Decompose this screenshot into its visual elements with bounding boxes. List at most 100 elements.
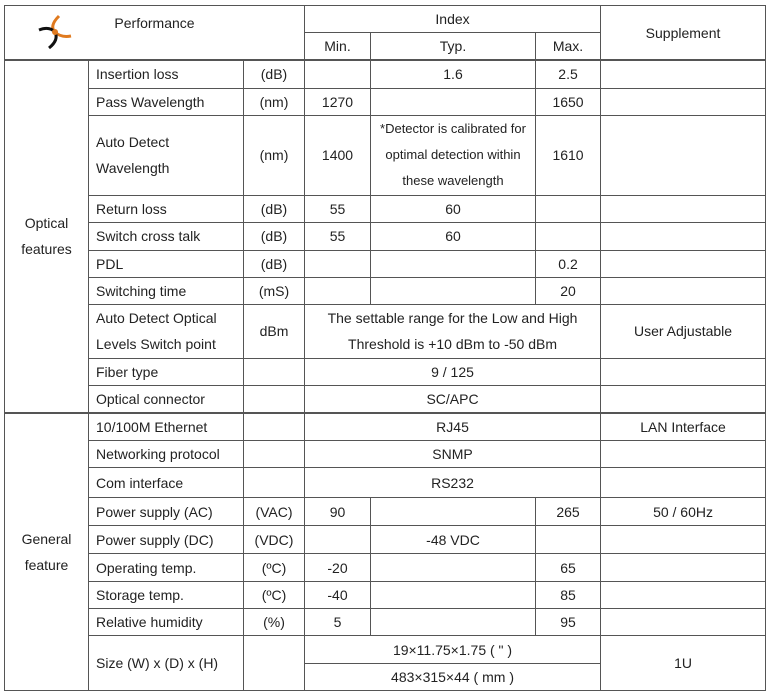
table-row: Com interface RS232 (5, 467, 767, 498)
table-row: Switch cross talk (dB) 55 60 (5, 221, 767, 251)
spec-value: 9 / 125 (303, 357, 602, 386)
spec-unit (243, 467, 305, 498)
spec-unit: (nm) (243, 114, 305, 196)
spec-typ: 60 (370, 221, 536, 251)
spec-unit: (ºC) (243, 581, 305, 609)
spec-supplement (600, 59, 767, 89)
table-row: Return loss (dB) 55 60 (5, 194, 767, 223)
table-row: Optical connector SC/APC (5, 384, 767, 413)
spec-supplement (600, 221, 767, 251)
table-row: Networking protocol SNMP (5, 440, 767, 468)
table-row: General feature 10/100M Ethernet RJ45 LAN I… (4, 411, 767, 691)
spec-value: SNMP (303, 440, 602, 468)
min-header: Min. (304, 32, 371, 61)
spec-max (534, 525, 602, 554)
spec-name: Power supply (DC) (88, 525, 244, 554)
spec-unit: (dB) (243, 221, 305, 251)
table-row: Fiber type 9 / 125 (5, 357, 767, 386)
spec-max: 20 (534, 276, 602, 305)
spec-name: Relative humidity (88, 608, 244, 636)
spec-min: 90 (304, 497, 371, 526)
spec-name: Power supply (AC) (88, 497, 244, 526)
supplement-header: Supplement (600, 5, 767, 61)
spec-unit: (dB) (243, 249, 305, 278)
spec-supplement (600, 467, 767, 498)
spec-name: Pass Wavelength (88, 87, 244, 116)
spec-min: 1270 (304, 87, 371, 116)
performance-header: Performance (4, 5, 305, 61)
spec-size-mm: 483×315×44 ( mm ) (303, 663, 602, 691)
spec-supplement: LAN Interface (600, 411, 767, 441)
spec-unit: (mS) (243, 276, 305, 305)
spec-name: Optical connector (88, 384, 244, 413)
spec-name: PDL (88, 249, 244, 278)
spec-unit (243, 635, 305, 691)
spec-typ: 1.6 (370, 59, 536, 89)
spec-typ (370, 87, 536, 116)
spec-name: Networking protocol (88, 440, 244, 468)
spec-max: 2.5 (534, 59, 602, 89)
spec-max: 65 (534, 553, 602, 582)
spec-max: 0.2 (534, 249, 602, 278)
spec-min: 55 (304, 221, 371, 251)
spec-min (304, 525, 371, 554)
spec-max (534, 194, 602, 223)
table-row: Optical features Insertion loss (dB) 1.6 2.5 (4, 59, 767, 413)
spec-supplement (600, 249, 767, 278)
spec-min (304, 59, 371, 89)
table-row: 483×315×44 ( mm ) (5, 663, 766, 691)
spec-max: 265 (534, 497, 602, 526)
spec-max: 85 (534, 581, 602, 609)
table-row: Relative humidity (%) 5 95 (5, 608, 767, 636)
spec-supplement: User Adjustable (600, 303, 767, 359)
spec-supplement (600, 581, 767, 609)
spec-name: Operating temp. (88, 553, 244, 582)
spec-name: Return loss (88, 194, 244, 223)
performance-label: Performance (114, 15, 195, 31)
spec-typ (370, 276, 536, 305)
spec-max: 1650 (534, 87, 602, 116)
spec-unit: (dB) (243, 194, 305, 223)
spec-min: -20 (304, 553, 371, 582)
spec-unit: (dB) (243, 59, 305, 89)
spec-min (304, 276, 371, 305)
spec-unit: (nm) (243, 87, 305, 116)
spec-name: Com interface (88, 467, 244, 498)
spec-supplement (600, 384, 767, 413)
table-row: Power supply (AC) (VAC) 90 265 50 / 60Hz (5, 497, 767, 526)
spec-value: RS232 (303, 467, 602, 498)
spec-name: Storage temp. (88, 581, 244, 609)
spec-unit: (ºC) (243, 553, 305, 582)
spec-name: Fiber type (88, 357, 244, 386)
spec-max: 95 (534, 608, 602, 636)
spec-max: 1610 (534, 114, 602, 196)
spec-unit: (VDC) (243, 525, 305, 554)
spec-typ: -48 VDC (370, 525, 536, 554)
spec-name: 10/100M Ethernet (88, 411, 244, 441)
table-row: Pass Wavelength (nm) 1270 1650 (5, 87, 767, 116)
swirl-logo-icon (38, 14, 72, 50)
spec-min: 1400 (304, 114, 371, 196)
spec-typ (370, 497, 536, 526)
spec-name: Size (W) x (D) x (H) (88, 635, 244, 691)
spec-supplement: 50 / 60Hz (600, 497, 767, 526)
spec-min: -40 (304, 581, 371, 609)
optical-group-label: Optical features (4, 59, 89, 413)
spec-min (304, 249, 371, 278)
spec-typ (370, 553, 536, 582)
index-header: Index (303, 5, 602, 33)
table-row: Storage temp. (ºC) -40 85 (5, 581, 767, 609)
spec-unit: (%) (243, 608, 305, 636)
spec-typ (370, 581, 536, 609)
spec-unit (243, 384, 305, 413)
spec-typ (370, 249, 536, 278)
spec-typ: *Detector is calibrated for optimal dete… (370, 114, 536, 196)
spec-value: The settable range for the Low and High … (303, 303, 602, 359)
spec-supplement (600, 276, 767, 305)
table-row: Power supply (DC) (VDC) -48 VDC (5, 525, 767, 554)
typ-header: Typ. (370, 32, 536, 61)
spec-supplement (600, 553, 767, 582)
spec-name: Switch cross talk (88, 221, 244, 251)
performance-spec-table: Performance Index Supplement Min. Typ. M… (4, 5, 767, 691)
spec-name: Switching time (88, 276, 244, 305)
